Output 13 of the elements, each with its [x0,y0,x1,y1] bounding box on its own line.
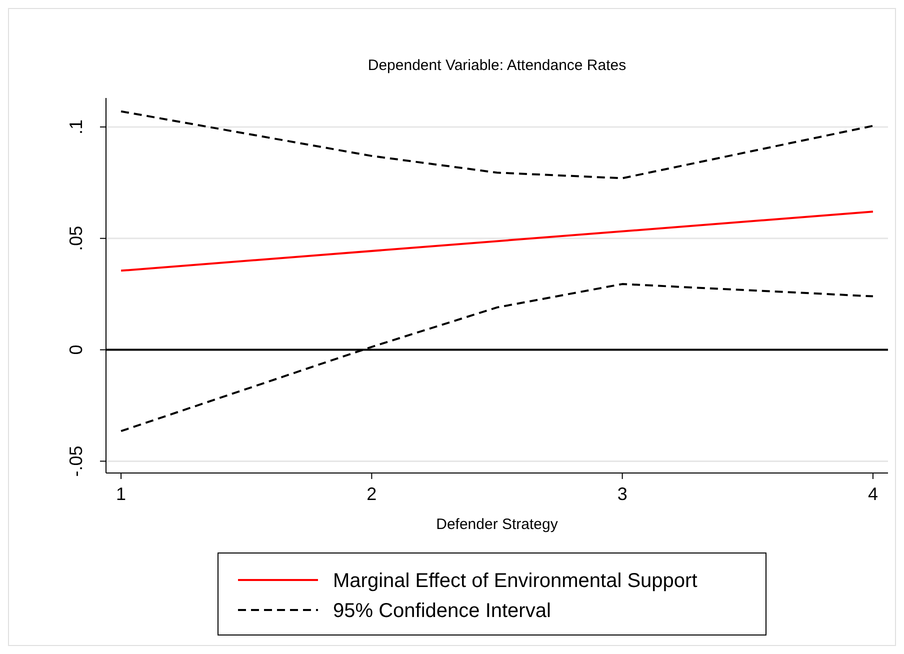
y-tick-label: .05 [66,226,86,251]
line-series [120,110,874,180]
x-tick-label: 2 [366,484,377,504]
chart-title: Dependent Variable: Attendance Rates [368,57,626,74]
x-axis-title: Defender Strategy [436,516,558,533]
y-tick-label: .1 [66,119,86,134]
x-tick-label: 4 [868,484,878,504]
y-tick-label: 0 [66,344,86,355]
y-tick-label: -.05 [66,446,86,477]
x-tick-label: 3 [617,484,628,504]
legend-label: 95% Confidence Interval [333,600,551,622]
legend-label: Marginal Effect of Environmental Support [333,570,698,592]
x-tick-label: 1 [116,484,126,504]
